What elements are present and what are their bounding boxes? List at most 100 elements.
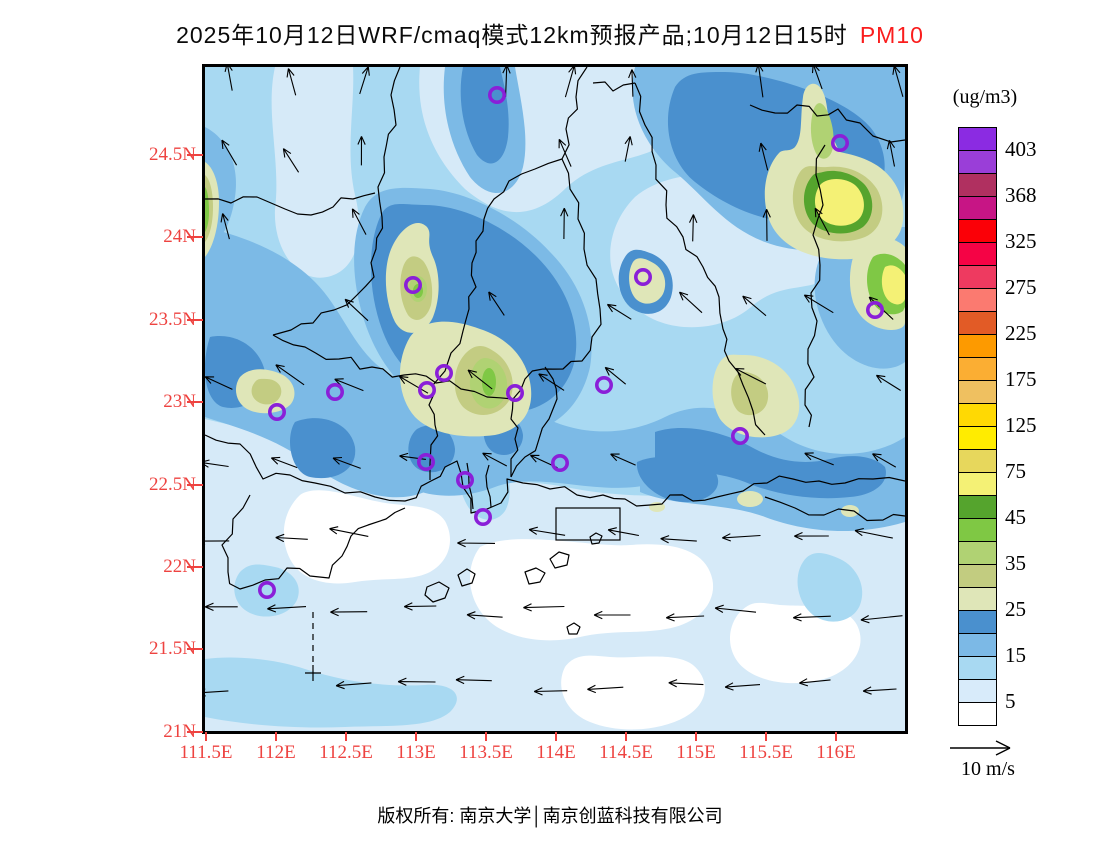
colorbar-tick-label: 35 (1005, 551, 1026, 575)
station-marker (435, 363, 454, 382)
wind-arrow (724, 682, 761, 691)
colorbar-tick-label: 45 (1005, 505, 1026, 529)
wind-arrow (357, 136, 366, 166)
station-marker (418, 380, 437, 399)
wind-arrow (221, 139, 238, 166)
wind-arrow (488, 291, 505, 316)
wind-arrow (275, 533, 308, 543)
colorbar-segment (958, 127, 997, 151)
colorbar-tick-label: 225 (1005, 321, 1037, 345)
lon-tick (415, 732, 417, 741)
colorbar-segment (958, 702, 997, 726)
wind-arrow (811, 67, 823, 90)
lon-tick (345, 732, 347, 741)
wind-arrow (689, 214, 698, 242)
colorbar-segment (958, 242, 997, 266)
wind-arrow (722, 533, 761, 542)
lon-tick (555, 732, 557, 741)
wind-arrow (668, 679, 704, 688)
wind-arrow (734, 367, 767, 385)
lat-tick-label: 21.5N (149, 638, 196, 660)
colorbar-tick-label: 75 (1005, 459, 1026, 483)
lat-tick-label: 24.5N (149, 144, 196, 165)
station-marker (417, 452, 436, 471)
wind-arrow (624, 136, 633, 162)
lat-tick (187, 483, 203, 486)
colorbar-tick-label: 368 (1005, 183, 1037, 207)
sar-boundary-box (555, 507, 621, 541)
wind-arrow (205, 376, 233, 390)
title-text: 2025年10月12日WRF/cmaq模式12km预报产品;10月12日15时 (176, 22, 848, 48)
station-marker (865, 301, 884, 320)
colorbar-segment (958, 334, 997, 358)
wind-arrow (523, 603, 565, 612)
wind-arrow (502, 67, 511, 97)
station-marker (487, 85, 506, 104)
lon-tick-label: 114.5E (599, 742, 653, 763)
wind-arrow (205, 602, 238, 612)
wind-arrow (270, 456, 298, 469)
lon-tick (765, 732, 767, 741)
wind-arrow (872, 453, 897, 468)
wind-arrow (804, 452, 834, 466)
wind-arrow (205, 537, 230, 545)
colorbar-segment (958, 564, 997, 588)
wind-arrow (267, 604, 307, 613)
station-marker (326, 382, 345, 401)
page-title: 2025年10月12日WRF/cmaq模式12km预报产品;10月12日15时 P… (0, 16, 1100, 50)
wind-arrow (814, 207, 830, 236)
forecast-map (202, 64, 908, 734)
lon-tick-label: 115E (676, 742, 716, 763)
station-marker (550, 453, 569, 472)
lat-tick (187, 318, 203, 321)
wind-arrow (755, 67, 764, 98)
wind-arrow (282, 148, 300, 173)
lon-tick (205, 732, 207, 741)
lat-tick (187, 566, 203, 568)
wind-arrow (205, 459, 229, 468)
colorbar-segment (958, 219, 997, 243)
wind-arrow (792, 613, 831, 622)
lat-tick (187, 236, 203, 239)
lon-tick (625, 732, 627, 741)
lon-tick-label: 112E (256, 742, 296, 763)
wind-arrow (455, 675, 492, 685)
wind-arrow (329, 526, 369, 537)
colorbar-segment (958, 380, 997, 404)
lon-tick-label: 112.5E (319, 742, 373, 763)
wind-arrow (604, 366, 627, 385)
wind-arrow (457, 538, 496, 548)
wind-arrow (330, 607, 368, 617)
wind-arrow (403, 602, 437, 611)
wind-arrow (660, 535, 697, 544)
lat-tick (187, 154, 203, 156)
colorbar-segment (958, 587, 997, 611)
wind-arrow (466, 611, 503, 620)
wind-arrow (607, 527, 640, 537)
copyright: 版权所有: 南京大学│南京创蓝科技有限公司 (377, 806, 723, 826)
wind-arrow (275, 364, 305, 386)
lat-tick (187, 401, 203, 404)
species-label: PM10 (859, 22, 924, 48)
colorbar-tick-label: 403 (1005, 137, 1037, 161)
island-outline (566, 622, 581, 635)
wind-arrow (892, 67, 904, 97)
colorbar-segment (958, 495, 997, 519)
colorbar-segment (958, 288, 997, 312)
colorbar-segment (958, 518, 997, 542)
colorbar-tick-label: 15 (1005, 643, 1026, 667)
lon-tick (835, 732, 837, 741)
island-outline (424, 581, 450, 603)
wind-vectors (205, 67, 904, 697)
wind-arrow (359, 67, 370, 95)
lat-tick-label: 23N (163, 391, 196, 413)
lat-tick-label: 21N (163, 720, 196, 742)
wind-arrow (714, 604, 757, 613)
station-marker (257, 580, 276, 599)
island-outline (524, 567, 546, 585)
wind-arrow (860, 615, 903, 624)
province-and-coast-boundaries (205, 67, 905, 635)
wind-arrow (606, 303, 632, 320)
island-outline (549, 551, 570, 569)
